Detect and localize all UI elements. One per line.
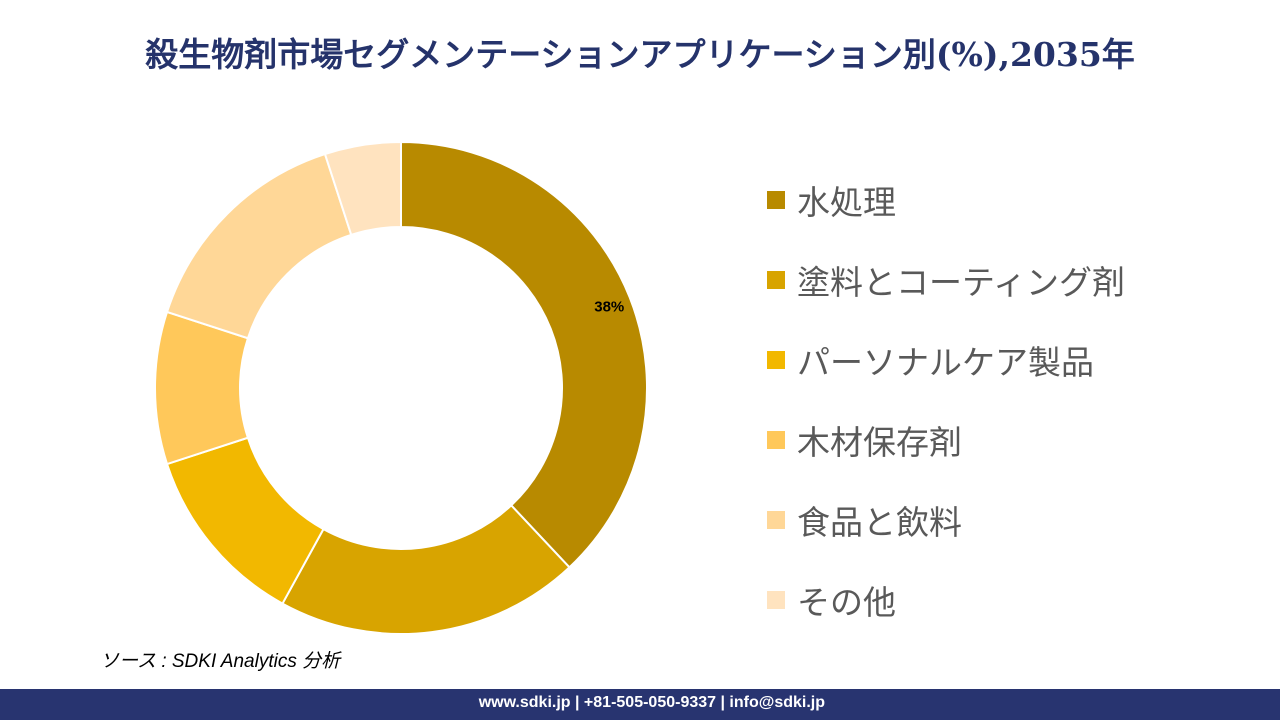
legend-item: 木材保存剤 bbox=[767, 400, 1125, 480]
footer-bar: www.sdki.jp | +81-505-050-9337 | info@sd… bbox=[0, 689, 1280, 720]
donut-slice-1 bbox=[400, 140, 648, 569]
legend-swatch bbox=[767, 591, 785, 609]
donut-slice-2 bbox=[281, 503, 571, 635]
source-note: ソース : SDKI Analytics 分析 bbox=[100, 651, 341, 672]
legend-swatch bbox=[767, 271, 785, 289]
donut-slice-6 bbox=[323, 140, 402, 237]
legend-swatch bbox=[767, 351, 785, 369]
data-label-1: 38% bbox=[594, 299, 624, 316]
legend-swatch bbox=[767, 511, 785, 529]
chart-title: 殺生物剤市場セグメンテーションアプリケーション別(%),2035年 bbox=[145, 35, 1135, 74]
legend: 水処理塗料とコーティング剤 パーソナルケア製品 木材保存剤食品と飲料その他 bbox=[767, 160, 1125, 640]
donut-chart: 38% bbox=[154, 140, 648, 635]
donut-slice-4 bbox=[154, 310, 250, 466]
legend-item: 塗料とコーティング剤 bbox=[767, 240, 1125, 320]
legend-label: 塗料とコーティング剤 bbox=[797, 263, 1126, 302]
legend-item: その他 bbox=[767, 560, 1125, 640]
legend-swatch bbox=[767, 191, 785, 209]
legend-label: その他 bbox=[797, 583, 896, 622]
legend-label: 木材保存剤 bbox=[797, 423, 962, 462]
footer-contact: www.sdki.jp | +81-505-050-9337 | info@sd… bbox=[478, 694, 825, 711]
donut-slice-5 bbox=[165, 152, 353, 340]
legend-label: パーソナルケア製品 bbox=[797, 343, 1094, 382]
legend-label: 水処理 bbox=[797, 183, 896, 222]
legend-label: 食品と飲料 bbox=[797, 503, 962, 542]
legend-item: 食品と飲料 bbox=[767, 480, 1125, 560]
legend-swatch bbox=[767, 431, 785, 449]
legend-item: 水処理 bbox=[767, 160, 1125, 240]
legend-item: パーソナルケア製品 bbox=[767, 320, 1125, 400]
